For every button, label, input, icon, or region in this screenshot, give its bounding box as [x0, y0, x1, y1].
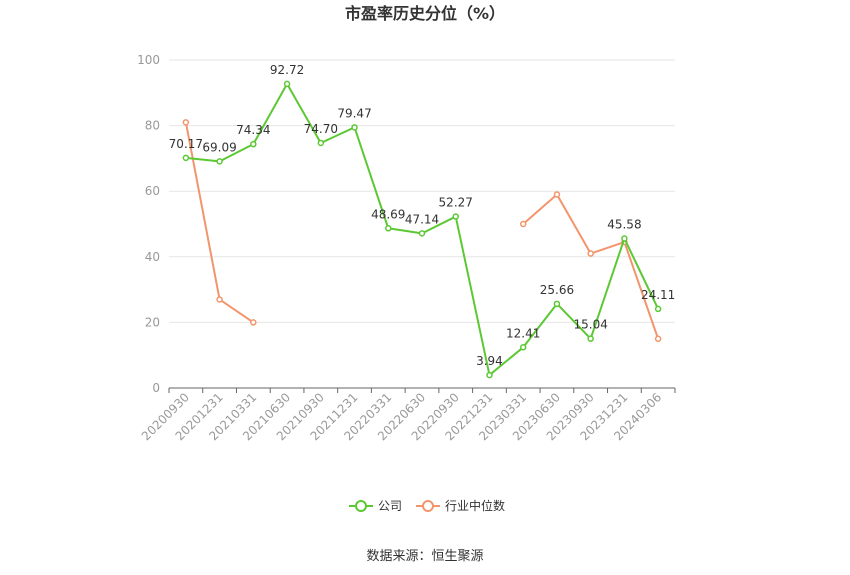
- data-label: 3.94: [476, 354, 503, 368]
- data-point: [654, 335, 662, 343]
- data-point: [486, 371, 493, 379]
- y-tick-label: 80: [145, 119, 160, 133]
- data-label: 25.66: [540, 283, 574, 297]
- data-label: 79.47: [337, 106, 371, 120]
- y-tick-label: 40: [145, 250, 160, 264]
- data-point: [654, 305, 662, 313]
- grid-lines: [169, 59, 675, 323]
- legend-label: 行业中位数: [445, 498, 505, 513]
- data-label: 15.04: [573, 318, 607, 332]
- data-point: [452, 213, 459, 220]
- data-point: [553, 300, 561, 308]
- data-point: [519, 220, 527, 228]
- data-point: [553, 191, 561, 198]
- data-label: 47.14: [405, 212, 439, 226]
- data-point: [283, 80, 291, 88]
- data-point: [519, 344, 527, 351]
- source-note: 数据来源：恒生聚源: [366, 549, 483, 564]
- y-tick-label: 60: [145, 184, 160, 198]
- data-label: 24.11: [641, 288, 675, 302]
- data-point: [250, 140, 257, 148]
- y-axis-ticks: 0 20 40 60 80 100: [137, 53, 160, 395]
- data-point: [418, 230, 426, 237]
- data-label: 70.17: [169, 137, 203, 151]
- data-point: [587, 335, 594, 342]
- data-point: [182, 154, 190, 162]
- data-point: [216, 158, 223, 165]
- legend-marker: [422, 500, 434, 512]
- legend-label: 公司: [378, 499, 402, 513]
- data-point: [621, 235, 628, 242]
- y-tick-label: 100: [137, 53, 160, 67]
- data-point: [182, 119, 190, 126]
- y-tick-label: 0: [152, 381, 160, 395]
- legend-item: 行业中位数: [416, 498, 505, 513]
- data-point: [351, 124, 358, 131]
- data-point: [216, 296, 223, 303]
- data-label: 48.69: [371, 207, 405, 221]
- legend-item: 公司: [349, 499, 402, 513]
- data-label: 74.34: [236, 123, 270, 137]
- data-label: 74.70: [304, 122, 338, 136]
- data-label: 12.41: [506, 326, 540, 340]
- data-label: 69.09: [202, 140, 236, 154]
- legend: 公司 行业中位数: [349, 498, 505, 513]
- data-point: [250, 319, 257, 326]
- data-label: 52.27: [439, 196, 473, 210]
- data-point: [385, 225, 392, 232]
- x-axis: 2020093020201231202103312021063020210930…: [139, 387, 676, 443]
- data-label: 45.58: [607, 217, 641, 231]
- data-label: 92.72: [270, 63, 304, 77]
- data-point: [587, 250, 594, 257]
- data-point: [317, 139, 325, 147]
- y-tick-label: 20: [145, 315, 160, 329]
- legend-marker: [355, 500, 367, 512]
- chart-title: 市盈率历史分位（%）: [345, 4, 505, 23]
